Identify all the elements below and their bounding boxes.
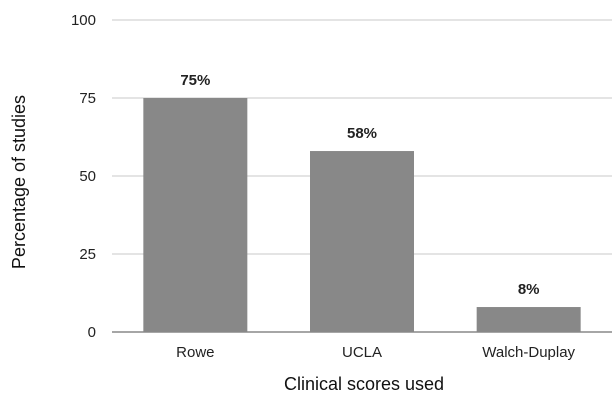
y-tick-label: 50 xyxy=(79,168,96,185)
y-axis-title: Percentage of studies xyxy=(9,95,29,269)
y-tick-label: 25 xyxy=(79,246,96,263)
x-axis-title: Clinical scores used xyxy=(284,374,444,394)
x-tick-label: Rowe xyxy=(176,344,214,361)
y-tick-label: 75 xyxy=(79,90,96,107)
bar-rowe xyxy=(143,98,248,332)
y-tick-label: 0 xyxy=(88,324,96,341)
x-tick-label: UCLA xyxy=(342,344,382,361)
y-tick-labels: 0 25 50 75 100 xyxy=(71,12,96,341)
bar-walch-duplay xyxy=(476,307,581,332)
data-label: 58% xyxy=(347,125,377,142)
x-tick-labels: Rowe UCLA Walch-Duplay xyxy=(176,344,575,361)
y-tick-label: 100 xyxy=(71,12,96,29)
data-label: 8% xyxy=(518,281,540,298)
bars xyxy=(143,98,581,332)
bar-ucla xyxy=(310,151,414,332)
data-labels: 75% 58% 8% xyxy=(180,72,539,298)
x-tick-label: Walch-Duplay xyxy=(482,344,575,361)
data-label: 75% xyxy=(180,72,210,89)
